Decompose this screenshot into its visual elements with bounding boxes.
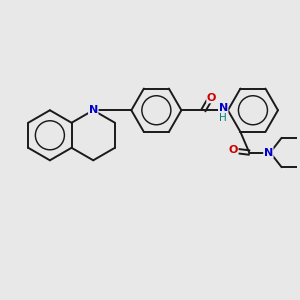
Text: N: N — [264, 148, 273, 158]
Text: O: O — [207, 93, 216, 103]
Text: O: O — [229, 145, 238, 154]
Text: N: N — [219, 103, 228, 113]
Text: H: H — [219, 113, 227, 124]
Text: N: N — [88, 105, 98, 115]
